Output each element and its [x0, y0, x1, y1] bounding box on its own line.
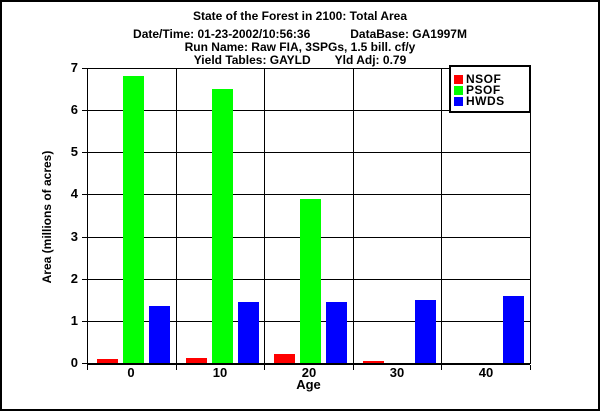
bar-hwds-30 [415, 300, 436, 363]
legend-item-psof: PSOF [454, 83, 529, 97]
y-tick-label: 0 [70, 355, 78, 370]
y-axis-tick [82, 152, 87, 153]
legend-label: NSOF [466, 72, 502, 86]
y-axis-tick [82, 194, 87, 195]
bar-hwds-0 [149, 306, 170, 363]
gridline-horizontal [87, 110, 530, 111]
x-axis-tick [353, 365, 354, 370]
bar-psof-20 [300, 199, 321, 363]
x-axis-tick [176, 365, 177, 370]
gridline-vertical [441, 68, 442, 364]
bar-nsof-30 [363, 361, 384, 363]
y-axis-tick [82, 110, 87, 111]
y-tick-label: 3 [70, 229, 78, 244]
y-tick-label: 4 [70, 186, 78, 201]
y-tick-label: 6 [70, 102, 78, 117]
x-axis-tick [264, 365, 265, 370]
yld-adj-text: Yld Adj: 0.79 [334, 53, 407, 67]
bar-psof-0 [123, 76, 144, 363]
y-tick-label: 2 [70, 271, 78, 286]
legend-item-hwds: HWDS [454, 94, 529, 108]
x-axis-tick [87, 365, 88, 370]
gridline-horizontal [87, 152, 530, 153]
bar-nsof-20 [274, 354, 295, 363]
y-axis-tick [82, 279, 87, 280]
x-tick-label: 40 [478, 365, 494, 380]
gridline-vertical [530, 68, 531, 364]
bar-hwds-20 [326, 302, 347, 363]
legend-label: PSOF [466, 83, 501, 97]
bar-nsof-10 [186, 358, 207, 363]
legend: NSOF PSOF HWDS [449, 65, 531, 113]
gridline-vertical [353, 68, 354, 364]
bar-hwds-40 [503, 296, 524, 363]
legend-swatch-psof [454, 86, 463, 95]
x-axis-tick [441, 365, 442, 370]
legend-item-nsof: NSOF [454, 72, 529, 86]
x-axis-tick [530, 365, 531, 370]
subtitle-row-yield: Yield Tables: GAYLD Yld Adj: 0.79 [2, 53, 598, 67]
gridline-horizontal [87, 194, 530, 195]
x-tick-label: 20 [301, 365, 317, 380]
gridline-horizontal [87, 68, 530, 69]
bar-psof-10 [212, 89, 233, 363]
yield-tables-text: Yield Tables: GAYLD [193, 53, 311, 67]
x-tick-label: 30 [389, 365, 405, 380]
y-axis-tick [82, 237, 87, 238]
gridline-vertical [176, 68, 177, 364]
x-tick-label: 0 [127, 365, 135, 380]
x-tick-label: 10 [212, 365, 228, 380]
x-axis-title: Age [296, 377, 321, 392]
y-axis-tick [82, 363, 87, 364]
legend-swatch-hwds [454, 97, 463, 106]
legend-swatch-nsof [454, 75, 463, 84]
y-tick-label: 7 [70, 60, 78, 75]
y-axis-tick [82, 321, 87, 322]
subtitle-row-datetime-database: Date/Time: 01-23-2002/10:56:36 DataBase:… [2, 27, 598, 41]
database-text: DataBase: GA1997M [350, 27, 467, 41]
y-tick-label: 1 [70, 313, 78, 328]
y-tick-label: 5 [70, 144, 78, 159]
chart-title: State of the Forest in 2100: Total Area [192, 9, 408, 23]
gridline-vertical [87, 68, 88, 364]
y-axis-tick [82, 68, 87, 69]
bar-hwds-10 [238, 302, 259, 363]
legend-label: HWDS [466, 94, 505, 108]
run-name-text: Run Name: Raw FIA, 3SPGs, 1.5 bill. cf/y [184, 40, 416, 54]
bar-nsof-0 [97, 359, 118, 363]
datetime-text: Date/Time: 01-23-2002/10:56:36 [133, 27, 311, 41]
gridline-vertical [264, 68, 265, 364]
gridline-horizontal [87, 363, 530, 365]
